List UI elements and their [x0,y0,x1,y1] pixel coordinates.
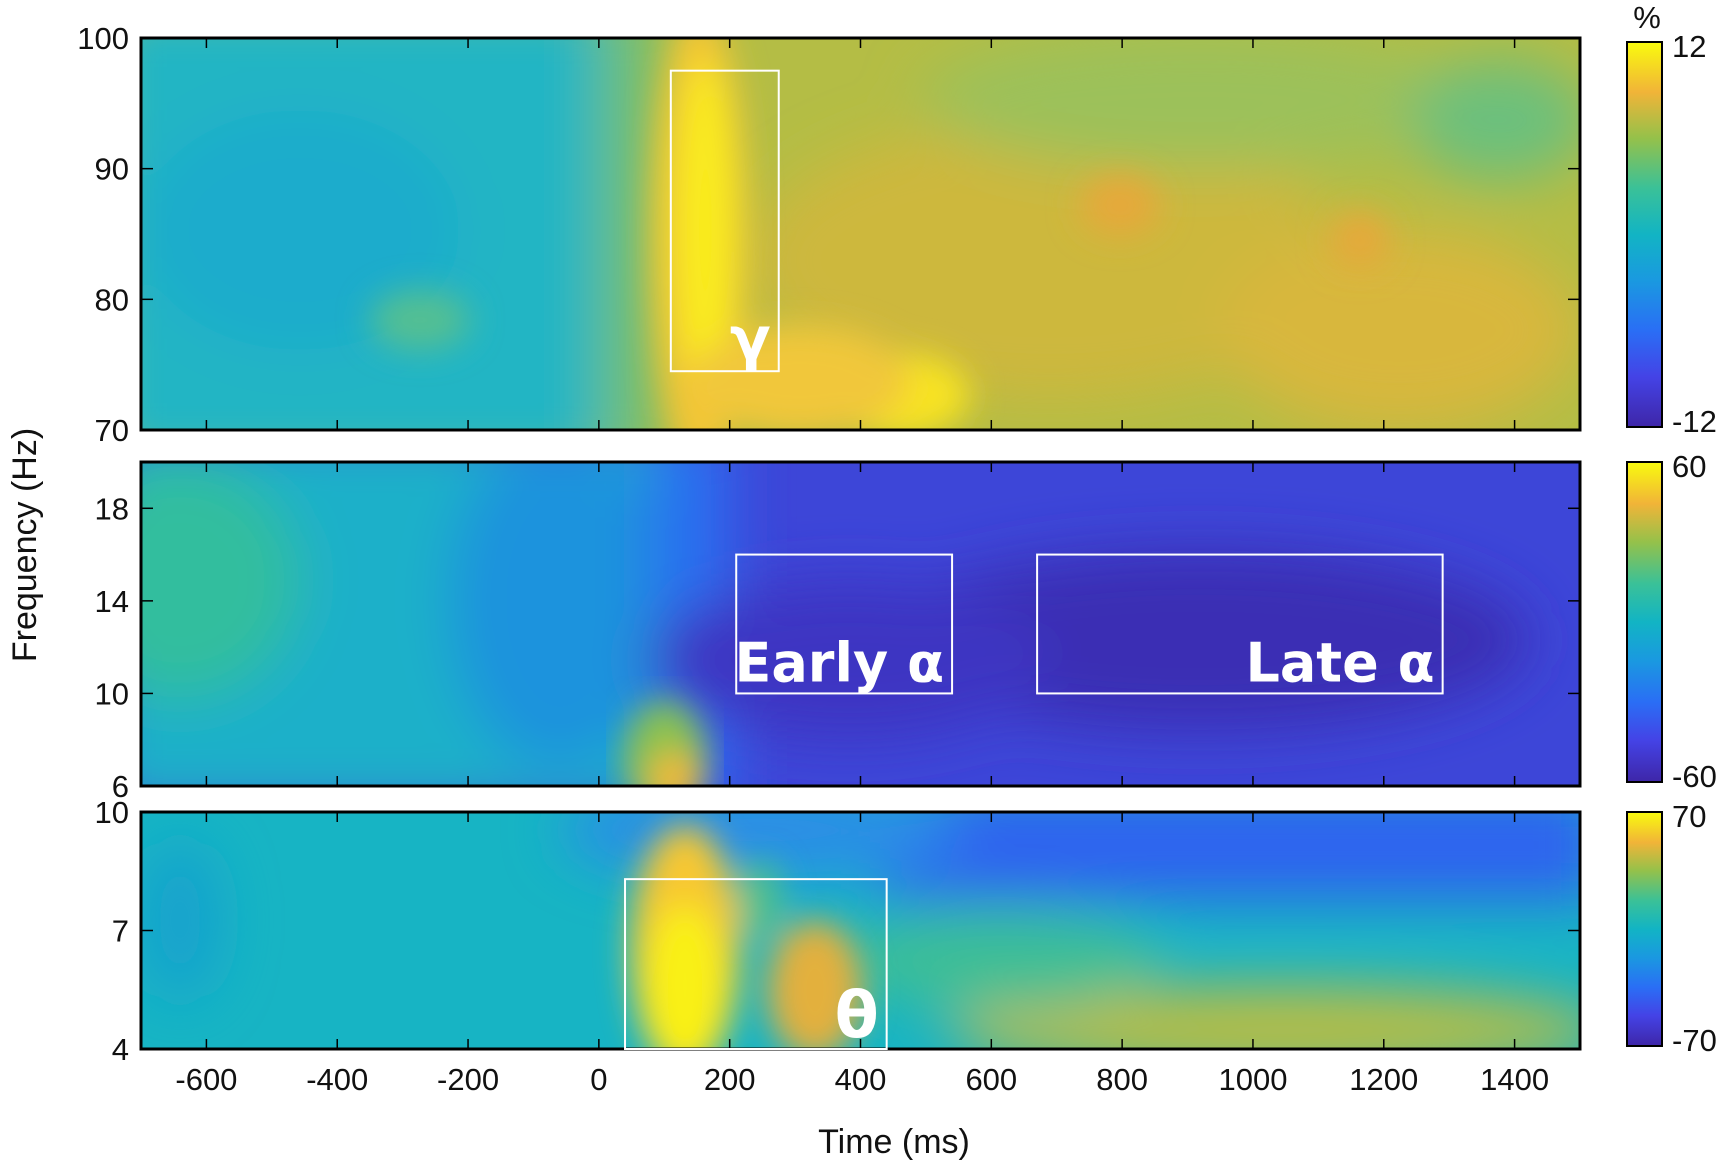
x-tick-label: 800 [1096,1062,1148,1097]
y-tick-label: 70 [95,413,129,448]
colorbar-unit: % [1633,0,1661,35]
y-tick-label: 14 [95,584,129,619]
colorbar-tick-label: -12 [1672,404,1717,439]
colorbar-tick-label: 60 [1672,449,1706,484]
y-tick-label: 6 [112,769,129,804]
roi-box [735,553,954,695]
x-tick-label: 1000 [1218,1062,1287,1097]
roi-box [624,878,888,1051]
x-tick-label: -600 [175,1062,237,1097]
colorbar [1626,811,1663,1047]
roi-label: Early α [734,631,944,694]
roi-label: Late α [1245,631,1434,694]
x-axis-label: Time (ms) [818,1123,970,1161]
colorbar [1626,461,1663,783]
colorbar-tick-label: -60 [1672,759,1717,794]
roi-box [669,69,780,373]
colorbar-tick-label: 12 [1672,29,1706,64]
panel-theta: 4 7 10 θ [95,795,1582,1067]
y-tick-label: 10 [95,676,129,711]
y-tick-label: 80 [95,282,129,317]
heatmap-theta [141,812,1580,1049]
x-tick-label: 0 [590,1062,607,1097]
x-tick-label: 600 [965,1062,1017,1097]
y-tick-label: 4 [112,1032,129,1067]
x-tick-label: -200 [437,1062,499,1097]
roi-box [1036,553,1444,695]
y-tick-label: 7 [112,914,129,949]
panel-alpha: 6 10 14 18 Early α Late α [95,460,1582,804]
y-axis-label: Frequency (Hz) [6,428,44,662]
colorbar [1626,41,1663,428]
roi-label: θ [835,979,879,1053]
y-tick-label: 90 [95,152,129,187]
x-tick-label: -400 [306,1062,368,1097]
roi-label: γ [730,304,771,374]
y-tick-label: 10 [95,795,129,830]
y-tick-label: 100 [77,21,129,56]
heatmap-gamma [141,38,1580,430]
x-tick-label: 400 [835,1062,887,1097]
heatmap-alpha [141,462,1580,786]
x-tick-label: 1400 [1480,1062,1549,1097]
panel-gamma: 70 80 90 100 γ [77,21,1582,448]
colorbar-tick-label: -70 [1672,1023,1717,1058]
x-tick-label: 200 [704,1062,756,1097]
x-tick-label: 1200 [1349,1062,1418,1097]
colorbar-tick-label: 70 [1672,799,1706,834]
y-tick-label: 18 [95,491,129,526]
